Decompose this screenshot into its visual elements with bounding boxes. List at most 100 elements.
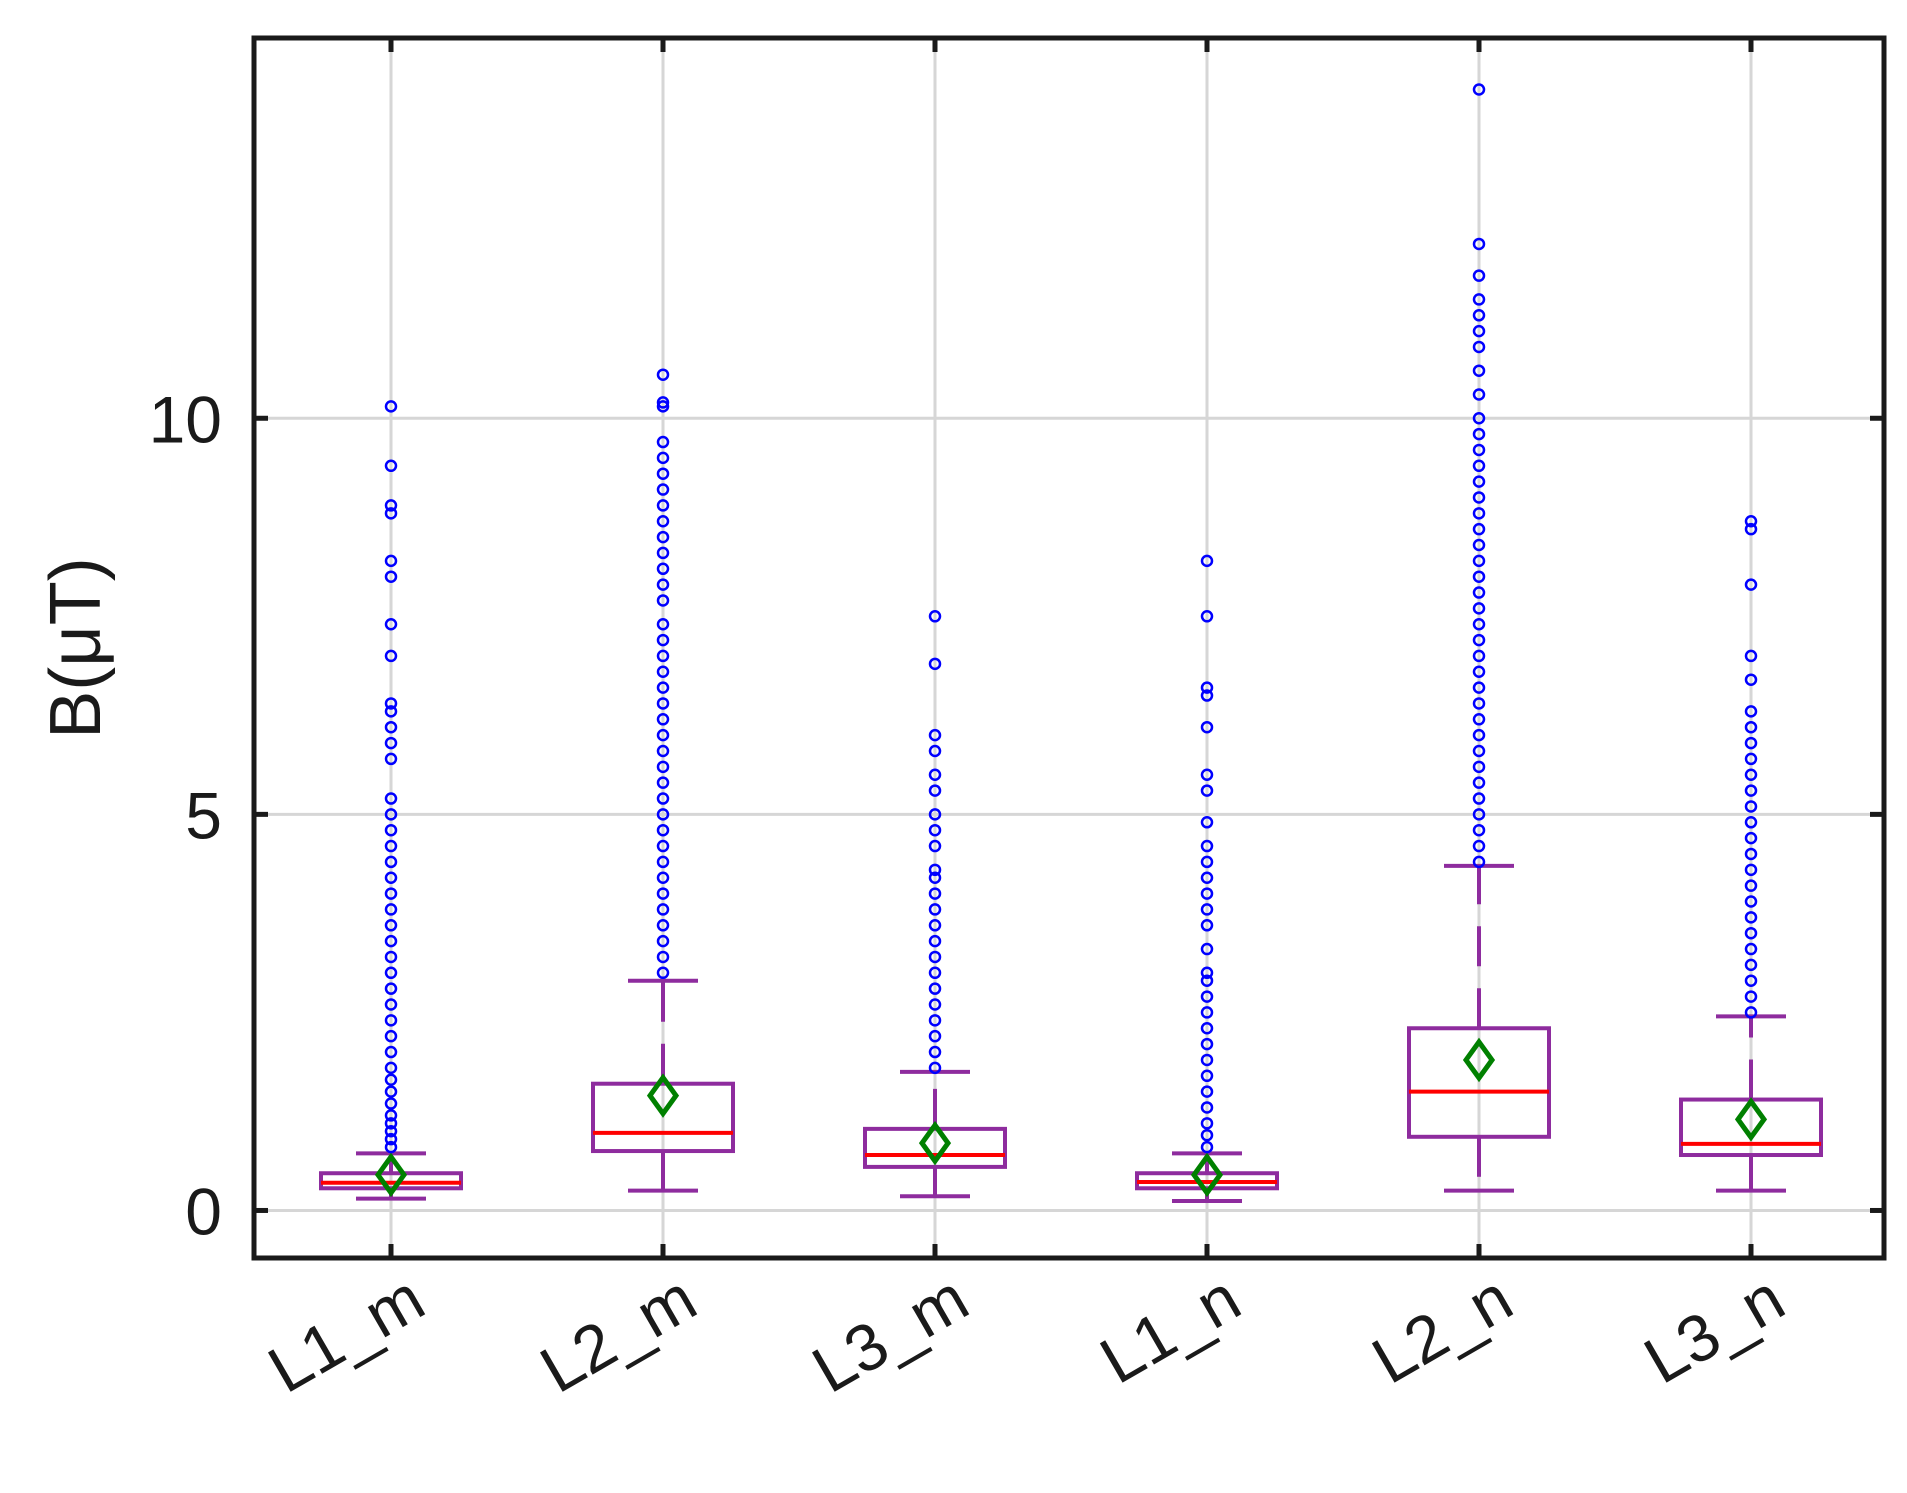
outlier-point — [1472, 507, 1486, 520]
outlier-point — [656, 617, 670, 631]
outlier-point — [1200, 1140, 1214, 1154]
outlier-point — [656, 744, 670, 758]
outlier-point — [384, 887, 398, 900]
outlier-point — [1744, 974, 1758, 987]
outlier-point — [384, 966, 398, 980]
outlier-point — [1472, 388, 1486, 401]
outlier-point — [1472, 728, 1486, 742]
outlier-point — [928, 871, 942, 884]
outlier-point — [1200, 990, 1214, 1003]
outlier-point — [384, 499, 398, 512]
outlier-point — [384, 1014, 398, 1027]
outlier-point — [384, 839, 398, 853]
outlier-point — [1472, 522, 1486, 536]
outlier-point — [1200, 1053, 1214, 1067]
outlier-point — [928, 728, 942, 742]
outlier-point — [656, 451, 670, 465]
mean-marker — [1190, 1152, 1224, 1198]
outlier-point — [384, 1029, 398, 1043]
mean-marker — [374, 1152, 408, 1198]
outlier-point — [384, 554, 398, 568]
outlier-point — [1744, 942, 1758, 956]
outlier-point — [1472, 324, 1486, 338]
outlier-point — [384, 1073, 398, 1087]
outlier-point — [656, 681, 670, 694]
outlier-point — [656, 562, 670, 576]
outlier-point — [928, 998, 942, 1011]
outlier-point — [384, 934, 398, 948]
y-tick-label: 10 — [149, 382, 222, 456]
outlier-point — [1200, 768, 1214, 782]
outlier-point — [928, 903, 942, 916]
outlier-point — [1744, 514, 1758, 528]
outlier-point — [928, 823, 942, 837]
outlier-point — [656, 887, 670, 900]
outlier-point — [384, 792, 398, 805]
outlier-point — [384, 1132, 398, 1146]
tick-layer — [254, 38, 1884, 1258]
box-group-l3-m — [863, 1069, 1007, 1199]
x-tick-label: L1_n — [1088, 1260, 1252, 1398]
outlier-point — [656, 546, 670, 560]
outlier-point — [1472, 443, 1486, 457]
outlier-point — [1200, 1128, 1214, 1142]
outlier-point — [1744, 895, 1758, 908]
outlier-point — [1744, 911, 1758, 924]
outlier-point — [928, 610, 942, 623]
outlier-point — [384, 570, 398, 583]
outlier-point — [1744, 847, 1758, 861]
outlier-point — [656, 400, 670, 413]
outlier-point — [656, 483, 670, 496]
outlier-point — [384, 705, 398, 718]
outlier-point — [1744, 522, 1758, 536]
outlier-point — [1744, 926, 1758, 940]
outlier-point — [1744, 784, 1758, 797]
outlier-point — [1472, 269, 1486, 282]
outlier-point — [928, 1029, 942, 1043]
outlier-point — [656, 855, 670, 869]
mean-marker — [1462, 1037, 1496, 1083]
outlier-point — [1472, 744, 1486, 758]
outlier-point — [1472, 412, 1486, 425]
outlier-point — [656, 530, 670, 544]
outlier-point — [656, 594, 670, 607]
outlier-point — [1200, 689, 1214, 702]
outlier-point — [1472, 538, 1486, 552]
outlier-point — [928, 919, 942, 932]
outlier-point — [656, 665, 670, 679]
outlier-point — [656, 435, 670, 449]
outlier-point — [928, 808, 942, 821]
box-group-l2-n — [1407, 863, 1551, 1193]
outlier-point — [1472, 776, 1486, 789]
outlier-point — [1472, 570, 1486, 583]
outlier-point — [656, 633, 670, 647]
outlier-point — [928, 744, 942, 758]
outlier-point — [928, 1061, 942, 1075]
outlier-point — [1200, 1117, 1214, 1130]
outlier-point — [1472, 83, 1486, 96]
outlier-point — [656, 808, 670, 821]
outlier-point — [1472, 427, 1486, 441]
outlier-point — [384, 752, 398, 766]
outlier-point — [656, 499, 670, 512]
outlier-point — [1200, 966, 1214, 980]
outlier-point — [656, 950, 670, 964]
outlier-point — [384, 720, 398, 734]
outlier-point — [1744, 720, 1758, 734]
outlier-point — [1472, 649, 1486, 663]
outlier-point — [384, 697, 398, 710]
outlier-point — [384, 1117, 398, 1130]
outlier-point — [656, 776, 670, 789]
outlier-point — [1200, 1085, 1214, 1098]
outlier-point — [1472, 808, 1486, 821]
outlier-point — [384, 1045, 398, 1059]
outlier-point — [928, 887, 942, 900]
outlier-point — [656, 368, 670, 381]
outlier-point — [928, 950, 942, 964]
outlier-point — [384, 855, 398, 869]
outlier-point — [1472, 760, 1486, 774]
outlier-point — [384, 1124, 398, 1138]
outlier-point — [656, 514, 670, 528]
outlier-point — [1200, 610, 1214, 623]
